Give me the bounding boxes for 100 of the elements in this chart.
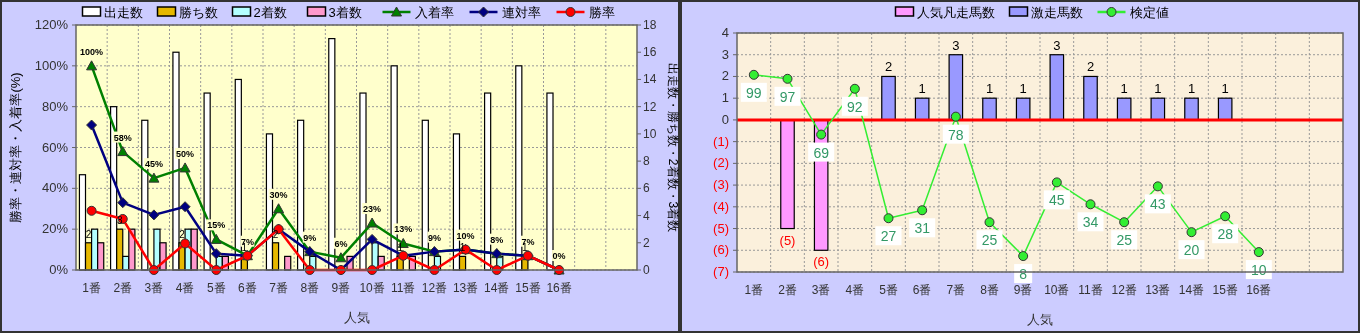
x-tick-label: 13番	[452, 281, 479, 295]
data-label: 1	[397, 242, 404, 254]
y-tick-label: 1	[721, 90, 729, 106]
data-label: 9%	[303, 232, 317, 243]
x-tick-label: 10番	[1044, 283, 1070, 297]
data-label: 3	[952, 37, 960, 53]
data-label: 97	[779, 88, 796, 105]
x-tick-label: 8番	[980, 283, 999, 297]
x-tick-label: 6番	[238, 281, 257, 295]
y-tick-label: 80%	[41, 98, 69, 114]
data-label: 10%	[456, 230, 475, 241]
data-label: 100%	[80, 46, 104, 57]
data-label: (6)	[813, 254, 830, 270]
data-label: 1	[459, 242, 466, 254]
x-axis-title: 人気	[343, 310, 370, 325]
data-label: 58%	[113, 132, 132, 143]
y2-axis-title: 出走数・勝ち数・2着数・3着数	[666, 62, 680, 233]
data-label: 2	[884, 59, 893, 75]
x-tick-label: 2番	[113, 281, 133, 295]
legend-label: 3着数	[328, 5, 362, 20]
x-tick-label: 7番	[269, 281, 288, 295]
x-tick-label: 4番	[175, 281, 195, 295]
y2-tick-label: 6	[643, 181, 650, 196]
x-tick-label: 1番	[82, 281, 101, 295]
x-tick-label: 15番	[515, 281, 541, 295]
legend-label: 勝率	[588, 5, 615, 20]
y-tick-label: 60%	[41, 139, 69, 155]
data-label: 1	[1154, 81, 1162, 97]
data-label: 2	[85, 228, 92, 240]
data-label: 28	[1217, 226, 1234, 243]
x-tick-label: 14番	[1178, 283, 1205, 297]
legend-label: 人気凡走馬数	[916, 5, 995, 20]
data-label: 1	[918, 81, 926, 97]
x-tick-label: 1番	[744, 283, 764, 297]
data-label: 50%	[176, 148, 195, 159]
data-label: 34	[1082, 214, 1099, 231]
data-label: 1	[1120, 81, 1128, 97]
data-label: 20	[1183, 242, 1200, 259]
y-tick-label: (4)	[713, 198, 729, 214]
x-tick-label: 3番	[144, 281, 164, 295]
x-tick-label: 4番	[845, 283, 865, 297]
data-label: 45%	[144, 159, 163, 170]
data-label: 0%	[552, 251, 566, 261]
y-tick-label: 2	[721, 68, 729, 84]
data-label: (5)	[779, 232, 796, 248]
legend-label: 連対率	[501, 5, 541, 20]
x-tick-label: 5番	[879, 283, 898, 297]
y2-tick-label: 16	[643, 45, 657, 60]
legend-label: 検定値	[1129, 5, 1169, 20]
legend-label: 激走馬数	[1030, 5, 1083, 20]
y-tick-label: 120%	[34, 17, 69, 32]
legend-label: 2着数	[253, 5, 287, 20]
x-tick-label: 14番	[484, 281, 510, 295]
y2-tick-label: 10	[643, 126, 657, 141]
x-tick-label: 7番	[946, 283, 966, 297]
y2-tick-label: 8	[643, 154, 650, 169]
data-label: 2	[1086, 59, 1095, 75]
x-tick-label: 8番	[300, 281, 320, 295]
data-label: 92	[847, 98, 863, 115]
x-axis-title: 人気	[1027, 312, 1053, 327]
x-tick-label: 15番	[1212, 283, 1238, 297]
legend-label: 入着率	[414, 5, 454, 20]
data-label: 27	[880, 228, 897, 245]
y-tick-label: (5)	[713, 220, 729, 236]
data-label: 8%	[490, 234, 504, 245]
data-label: 45	[1049, 192, 1065, 209]
data-label: 1	[985, 81, 994, 97]
x-tick-label: 5番	[206, 281, 226, 295]
x-tick-label: 2番	[778, 283, 797, 297]
y-tick-label: 100%	[34, 57, 69, 73]
x-tick-label: 16番	[1246, 283, 1272, 297]
data-label: 30%	[269, 189, 288, 200]
y-tick-label: (1)	[713, 133, 729, 149]
data-label: 43	[1150, 196, 1166, 213]
x-tick-label: 9番	[1013, 283, 1033, 297]
y2-tick-label: 4	[643, 208, 650, 223]
x-tick-label: 11番	[391, 281, 416, 295]
x-tick-label: 3番	[811, 283, 831, 297]
y-tick-label: 4	[721, 25, 729, 40]
data-label: 2	[272, 228, 279, 240]
data-label: 6%	[334, 238, 348, 249]
y-tick-label: 20%	[41, 221, 69, 237]
data-label: 1	[1221, 81, 1229, 97]
data-label: 1	[1187, 81, 1196, 97]
y-tick-label: (2)	[713, 155, 729, 171]
y2-tick-label: 12	[643, 99, 657, 114]
y-tick-label: (3)	[713, 177, 729, 193]
data-label: 9%	[427, 232, 441, 243]
x-tick-label: 10番	[359, 281, 385, 295]
x-tick-label: 13番	[1145, 283, 1171, 297]
x-tick-label: 12番	[1111, 283, 1137, 297]
x-tick-label: 11番	[1078, 283, 1103, 297]
data-label: 3	[1053, 37, 1061, 53]
data-label: 13%	[394, 224, 413, 235]
data-label: 25	[981, 232, 998, 249]
y2-tick-label: 0	[643, 263, 650, 277]
data-label: 31	[914, 220, 931, 237]
data-label: 15%	[207, 220, 226, 231]
y-tick-label: 0	[721, 111, 729, 127]
data-label: 69	[813, 144, 830, 161]
